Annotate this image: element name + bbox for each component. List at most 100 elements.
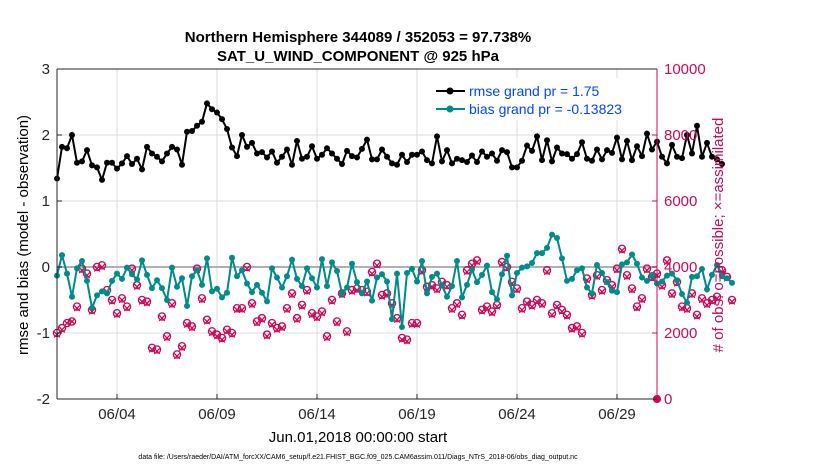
rmse-point	[149, 150, 155, 157]
y-right-tick-label: 4000	[664, 259, 697, 276]
obs-assimilated-marker	[413, 321, 421, 329]
rmse-point	[329, 150, 335, 157]
bias-point	[709, 271, 715, 278]
bias-point	[409, 265, 415, 272]
rmse-point	[274, 159, 280, 166]
rmse-point	[584, 155, 590, 162]
obs-possible-marker	[562, 310, 572, 320]
obs-assimilated-marker	[148, 346, 156, 353]
bias-point	[324, 283, 330, 290]
obs-possible-marker	[582, 274, 592, 283]
bias-point	[99, 288, 105, 295]
bias-point	[454, 258, 460, 265]
bias-point	[344, 284, 350, 291]
rmse-point	[679, 155, 685, 162]
obs-possible-marker	[202, 315, 212, 325]
bias-point	[74, 265, 80, 272]
rmse-point	[399, 151, 405, 158]
plot-area	[52, 100, 737, 404]
obs-possible-marker	[372, 259, 382, 268]
rmse-point	[634, 143, 640, 150]
rmse-point	[209, 106, 215, 113]
bias-point	[659, 278, 665, 285]
rmse-point	[504, 149, 510, 156]
obs-assimilated-marker	[333, 319, 341, 327]
rmse-point	[499, 147, 505, 154]
bias-line	[56, 233, 733, 328]
rmse-point	[259, 149, 265, 156]
rmse-point	[269, 148, 275, 155]
bias-point	[299, 283, 305, 290]
y-left-tick-label: 3	[42, 61, 50, 78]
bias-point	[209, 288, 215, 295]
obs-assimilated-marker	[538, 301, 546, 309]
rmse-point	[439, 158, 445, 165]
obs-assimilated-marker	[323, 334, 331, 342]
bias-point	[544, 244, 550, 251]
obs-assimilated-marker	[573, 324, 581, 332]
rmse-point	[414, 151, 420, 158]
obs-assimilated-marker	[158, 314, 166, 322]
bias-point	[314, 284, 320, 291]
obs-assimilated-marker	[658, 283, 666, 291]
rmse-point	[134, 155, 140, 162]
obs-possible-marker	[302, 285, 312, 295]
rmse-point	[454, 155, 460, 162]
obs-assimilated-marker	[513, 286, 521, 294]
obs-assimilated-marker	[563, 313, 571, 320]
rmse-point	[624, 137, 630, 144]
obs-assimilated-marker	[208, 329, 216, 337]
rmse-point	[174, 146, 180, 153]
obs-possible-marker	[387, 299, 397, 308]
rmse-point	[199, 118, 205, 125]
bias-point	[389, 316, 395, 323]
rmse-point	[254, 150, 260, 157]
y-left-tick-label: -2	[37, 391, 50, 408]
obs-assimilated-marker	[548, 311, 556, 319]
obs-assimilated-marker	[293, 316, 301, 324]
rmse-point	[239, 132, 245, 138]
obs-possible-marker	[342, 327, 352, 336]
obs-assimilated-marker	[93, 265, 101, 272]
obs-assimilated-marker	[478, 308, 486, 315]
obs-possible-marker	[162, 332, 172, 341]
obs-possible-marker	[552, 300, 562, 310]
rmse-point	[529, 147, 535, 154]
obs-possible-marker	[482, 302, 492, 311]
obs-possible-marker	[447, 303, 457, 313]
bias-point	[239, 267, 245, 274]
bias-point	[719, 273, 725, 280]
obs-possible-marker	[632, 302, 642, 311]
rmse-point	[409, 151, 415, 158]
obs-possible-marker	[147, 343, 157, 353]
y-left-tick-label: 1	[42, 193, 50, 210]
obs-assimilated-marker	[728, 298, 736, 305]
obs-assimilated-marker	[448, 306, 456, 314]
obs-assimilated-marker	[248, 301, 256, 309]
rmse-point	[639, 153, 645, 160]
bias-point	[89, 304, 95, 311]
obs-possible-marker	[197, 294, 207, 303]
rmse-point	[494, 157, 500, 164]
obs-possible-marker	[577, 328, 587, 338]
bias-point	[379, 271, 385, 278]
obs-assimilated-marker	[313, 314, 321, 322]
obs-possible-marker	[642, 264, 652, 273]
rmse-point	[319, 151, 325, 158]
rmse-point	[284, 146, 290, 153]
bias-point	[629, 251, 635, 258]
rmse-point	[104, 159, 110, 166]
bias-point	[179, 275, 185, 282]
bias-point	[494, 296, 500, 303]
obs-assimilated-marker	[348, 288, 356, 296]
rmse-point	[119, 160, 125, 167]
bias-point	[679, 291, 685, 298]
obs-assimilated-marker	[528, 303, 536, 310]
rmse-point	[384, 153, 390, 160]
x-tick-label: 06/14	[298, 406, 336, 423]
rmse-point	[699, 153, 705, 160]
obs-assimilated-marker	[223, 328, 231, 335]
bias-point	[704, 286, 710, 293]
obs-assimilated-marker	[288, 291, 296, 299]
rmse-point	[214, 109, 220, 116]
